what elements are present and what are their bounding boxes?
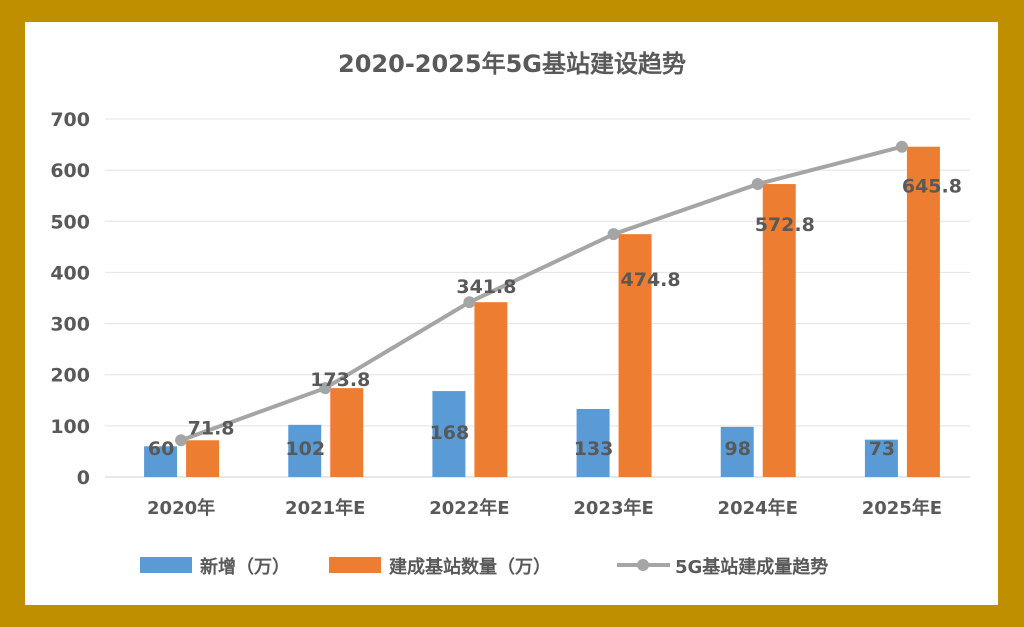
x-tick-label: 2021年E: [285, 497, 365, 519]
y-tick-label: 700: [50, 109, 90, 131]
trend-point: [895, 140, 908, 153]
data-label-new: 102: [285, 438, 325, 460]
x-tick-label: 2020年: [147, 497, 215, 519]
data-label-new: 133: [574, 438, 614, 460]
y-tick-label: 400: [50, 262, 90, 284]
trend-point: [751, 178, 764, 191]
trend-point: [175, 434, 188, 447]
bar-new: [144, 446, 178, 477]
y-tick-label: 300: [50, 314, 90, 336]
y-tick-label: 600: [50, 160, 90, 182]
data-label-new: 98: [725, 438, 751, 460]
bar-new: [576, 408, 610, 477]
bar-total: [618, 234, 652, 477]
bar-total: [906, 146, 940, 477]
data-label-total: 474.8: [621, 269, 681, 291]
trend-point: [607, 228, 620, 241]
bar-total: [186, 440, 220, 477]
data-label-total: 71.8: [188, 417, 235, 439]
trend-line: [180, 144, 903, 443]
bar-total: [762, 184, 796, 477]
legend-swatch-total: [329, 557, 381, 573]
data-label-total: 341.8: [456, 276, 516, 298]
x-tick-label: 2023年E: [573, 497, 653, 519]
data-label-new: 73: [869, 438, 895, 460]
data-label-total: 572.8: [755, 214, 815, 236]
bar-new: [288, 424, 322, 477]
legend-swatch-new: [140, 557, 192, 573]
data-label-new: 168: [430, 422, 470, 444]
legend-swatch-point: [637, 559, 649, 571]
trend-point: [463, 296, 476, 309]
y-tick-label: 0: [77, 467, 90, 489]
legend-label-new: 新增（万）: [200, 556, 290, 578]
y-tick-label: 200: [50, 365, 90, 387]
legend-label-total: 建成基站数量（万）: [389, 556, 551, 578]
y-tick-label: 500: [50, 211, 90, 233]
data-label-new: 60: [148, 438, 174, 460]
chart-title: 2020-2025年5G基站建设趋势: [338, 50, 686, 78]
bar-new: [864, 439, 898, 477]
bar-total: [474, 302, 508, 477]
bar-total: [330, 388, 364, 477]
y-tick-label: 100: [50, 416, 90, 438]
legend-label-trend: 5G基站建成量趋势: [675, 556, 828, 578]
data-label-total: 173.8: [310, 369, 370, 391]
trend-point: [319, 382, 332, 395]
bar-new: [720, 426, 754, 477]
x-tick-label: 2024年E: [718, 497, 798, 519]
bar-new: [432, 391, 466, 477]
data-label-total: 645.8: [902, 176, 962, 198]
x-tick-label: 2022年E: [429, 497, 509, 519]
x-tick-label: 2025年E: [862, 497, 942, 519]
